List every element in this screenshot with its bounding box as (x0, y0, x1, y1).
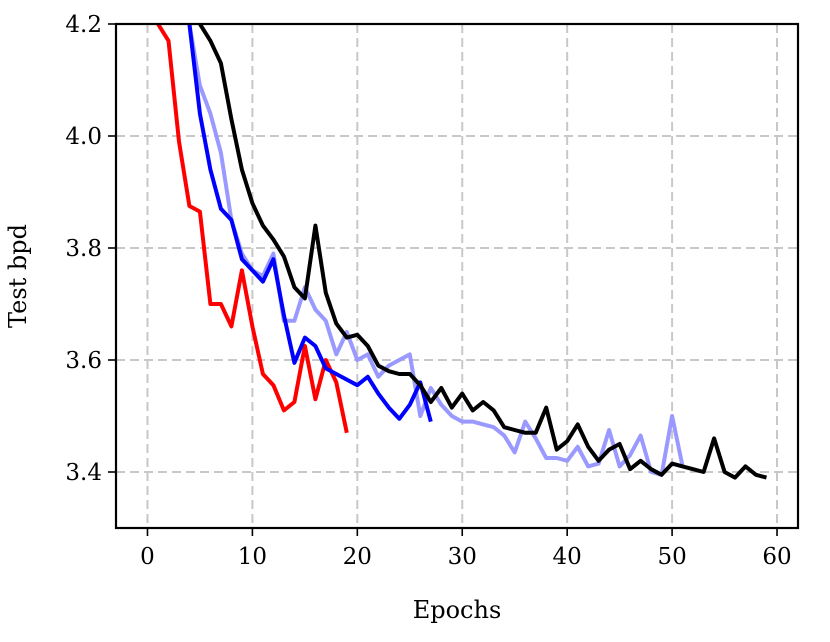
x-tick-label: 60 (762, 544, 791, 570)
x-tick-label: 30 (448, 544, 477, 570)
series-group (156, 24, 768, 480)
series-line-4 (198, 24, 768, 480)
grid (116, 23, 798, 528)
series-line-3 (187, 24, 433, 423)
x-tick-label: 40 (553, 544, 582, 570)
y-tick-label: 3.4 (65, 460, 102, 486)
x-axis-label: Epochs (413, 596, 502, 624)
series-line-2 (156, 24, 349, 434)
plot-frame (114, 22, 800, 530)
x-tick-label: 0 (140, 544, 155, 570)
y-tick-label: 3.8 (65, 236, 102, 262)
y-tick-label: 4.0 (65, 124, 102, 150)
y-axis-label: Test bpd (4, 224, 32, 328)
x-tick-label: 50 (657, 544, 686, 570)
y-tick-label: 4.2 (65, 12, 102, 38)
series-line-1 (187, 24, 685, 477)
ticks: 0 10 20 30 40 50 60 3.4 3.6 3.8 4.0 4.2 (65, 12, 791, 570)
x-tick-label: 10 (238, 544, 267, 570)
x-tick-label: 20 (343, 544, 372, 570)
y-tick-label: 3.6 (65, 348, 102, 374)
